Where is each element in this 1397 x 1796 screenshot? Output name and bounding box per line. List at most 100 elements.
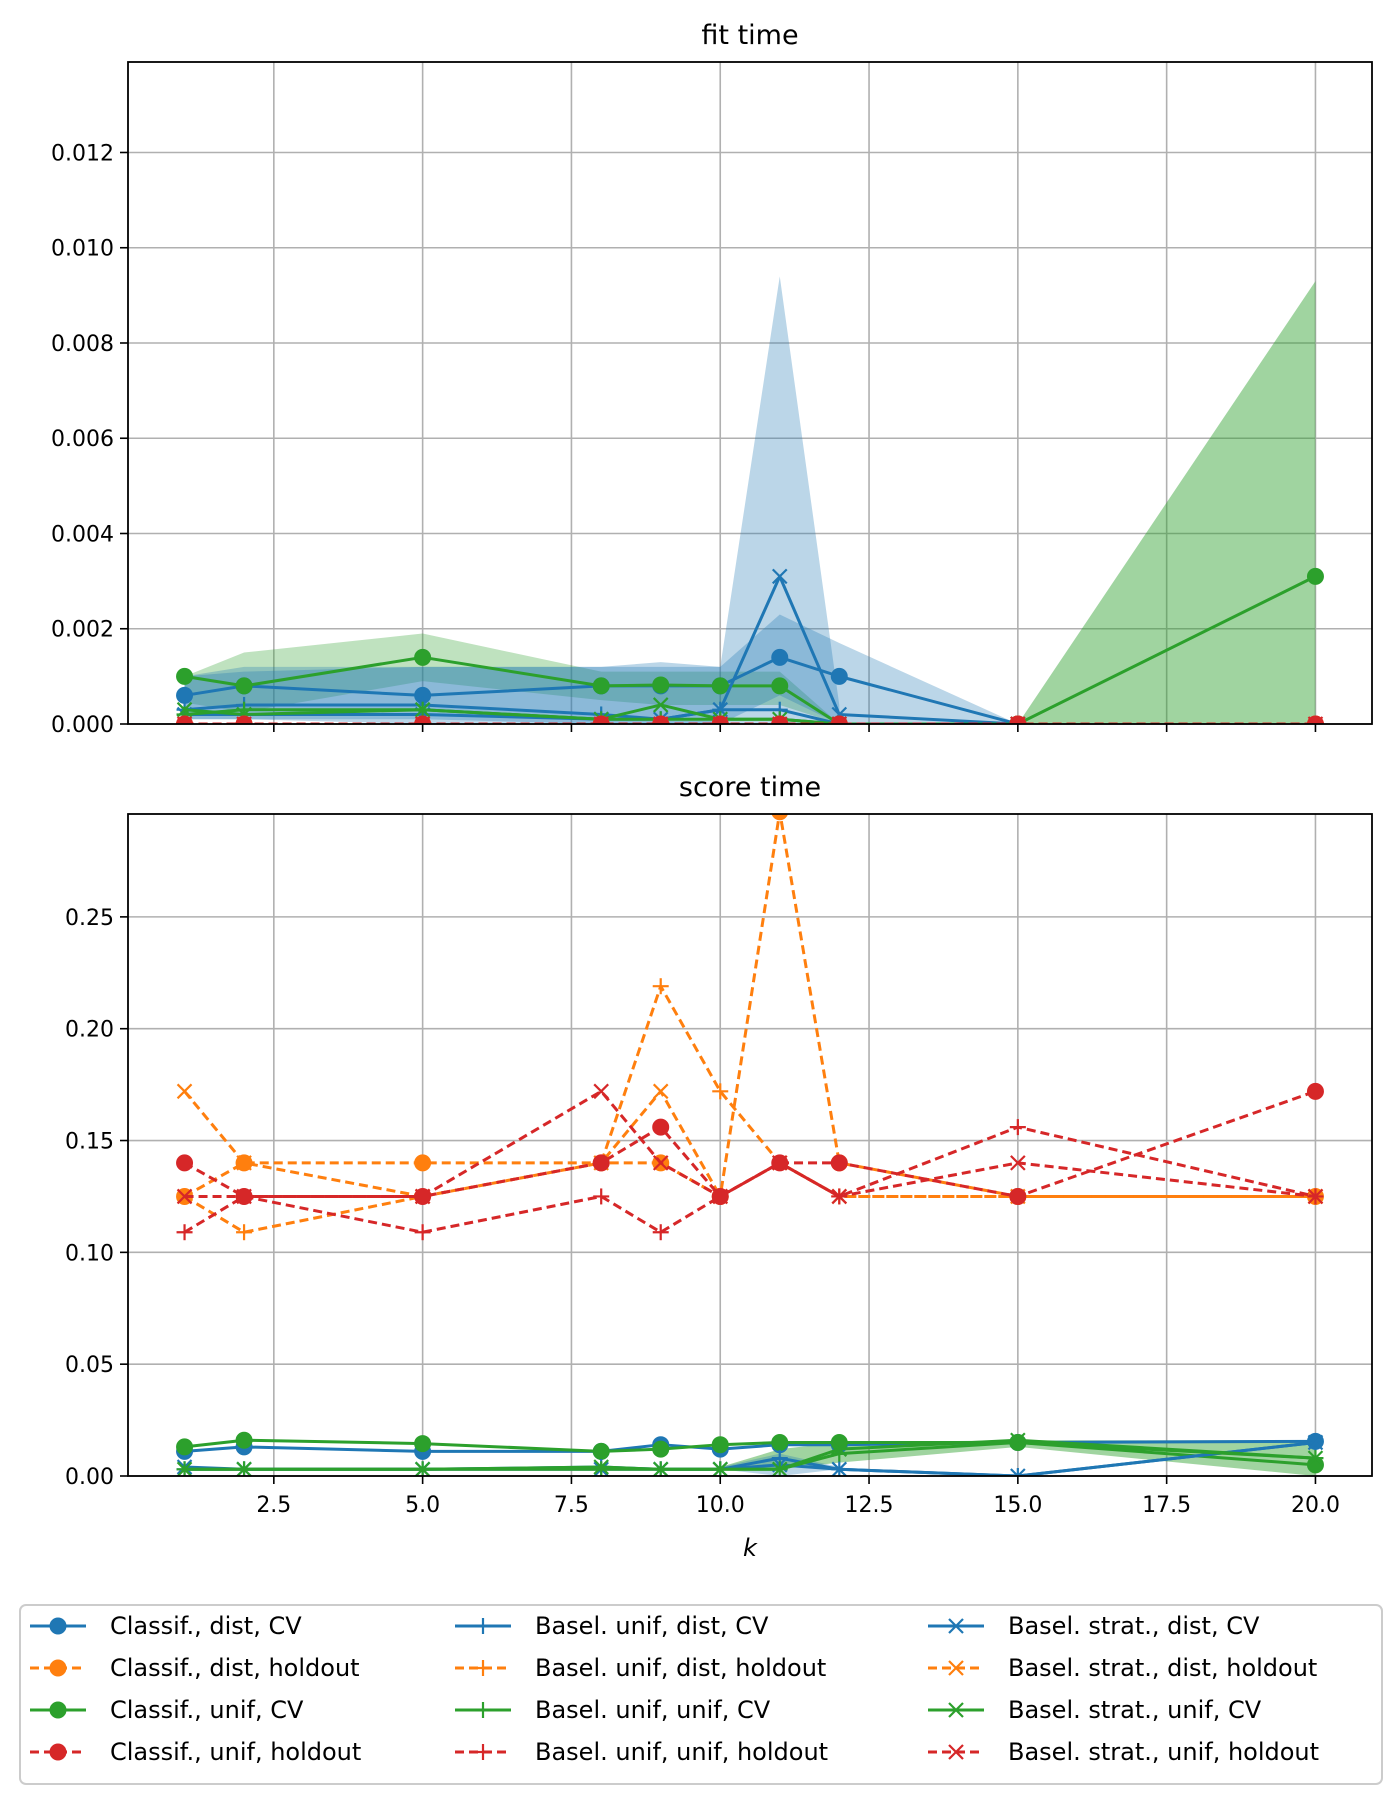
score-time-point-basel-unif-unif-holdout	[1009, 1119, 1026, 1136]
legend-label: Basel. strat., dist, CV	[1008, 1612, 1260, 1640]
legend-entry-basel-strat-dist-cv: Basel. strat., dist, CV	[928, 1612, 1260, 1640]
score-time-ytick-label: 0.25	[65, 906, 114, 931]
score-time-point-basel-strat-unif-cv	[1010, 1432, 1026, 1448]
score-time-line-basel-strat-unif-cv	[184, 1438, 1316, 1471]
score-time-xtick-label: 20.0	[1291, 1493, 1340, 1518]
fit-time-panel: fit time 0.0000.0020.0040.0060.0080.0100…	[51, 20, 1373, 738]
fit-time-point-classif-unif-cv	[711, 677, 729, 695]
legend-marker-circle	[49, 1659, 67, 1677]
score-time-point-basel-strat-dist-cv	[1010, 1468, 1026, 1476]
fit-time-axes-frame	[127, 61, 1373, 725]
fit-time-band-1	[184, 276, 840, 724]
score-time-ytick-label: 0.20	[65, 1018, 114, 1043]
score-time-point-basel-unif-unif-holdout	[414, 1224, 431, 1241]
score-time-point-basel-unif-unif-cv	[1009, 1434, 1026, 1451]
fit-time-point-classif-dist-cv	[771, 648, 789, 666]
score-time-point-classif-unif-holdout	[235, 1187, 253, 1205]
fit-time-point-basel-strat-unif-holdout	[593, 716, 609, 724]
score-time-xtick-label: 7.5	[554, 1493, 589, 1518]
score-time-point-classif-dist-holdout	[771, 814, 788, 821]
fit-time-point-classif-unif-cv	[1306, 567, 1324, 585]
fit-time-point-basel-strat-unif-holdout	[652, 716, 669, 724]
legend-label: Classif., unif, CV	[110, 1696, 304, 1724]
score-time-grid	[128, 814, 1372, 1477]
score-time-line-basel-unif-unif-holdout	[183, 1125, 1316, 1234]
score-time-point-classif-unif-holdout	[711, 1187, 729, 1205]
fit-time-point-basel-strat-unif-holdout	[1010, 716, 1026, 724]
score-time-title: score time	[679, 772, 821, 803]
fit-time-point-classif-unif-holdout	[652, 715, 670, 724]
fit-time-point-classif-unif-cv	[771, 677, 789, 695]
score-time-point-basel-unif-dist-holdout	[712, 1083, 729, 1100]
legend-entry-classif-unif-cv: Classif., unif, CV	[30, 1696, 304, 1724]
score-time-point-classif-unif-holdout	[1306, 1082, 1324, 1100]
legend-entry-basel-strat-unif-cv: Basel. strat., unif, CV	[928, 1696, 1262, 1724]
score-time-ticks: 2.5 5.0 7.5 10.0 12.5 15.0 17.5 20.0 0.00 0.05 0.1…	[65, 906, 1340, 1518]
legend-entry-basel-unif-dist-holdout: Basel. unif, dist, holdout	[455, 1654, 826, 1682]
score-time-point-classif-dist-holdout	[235, 1154, 253, 1172]
score-time-point-basel-strat-dist-cv	[831, 1461, 848, 1476]
fit-time-series	[176, 567, 1324, 724]
fit-time-point-basel-strat-unif-cv	[176, 701, 193, 718]
fit-time-point-basel-strat-unif-holdout	[236, 716, 252, 724]
fit-time-point-classif-unif-cv	[235, 677, 253, 695]
score-time-xtick-label: 2.5	[256, 1493, 291, 1518]
score-time-point-classif-unif-holdout	[652, 1118, 670, 1136]
score-time-point-basel-strat-unif-cv	[771, 1461, 788, 1476]
legend-frame	[19, 1604, 1383, 1785]
legend-label: Basel. unif, unif, CV	[535, 1696, 771, 1724]
fit-time-point-basel-strat-unif-holdout	[1307, 716, 1324, 724]
legend-marker-cross	[948, 1702, 964, 1718]
legend-label: Basel. strat., unif, holdout	[1008, 1738, 1319, 1766]
score-time-point-classif-unif-holdout	[176, 1154, 194, 1172]
legend-label: Basel. unif, unif, holdout	[535, 1738, 828, 1766]
fit-time-ytick-label: 0.000	[51, 713, 114, 738]
legend-marker-cross	[948, 1744, 964, 1760]
fit-time-ytick-label: 0.004	[51, 522, 114, 547]
score-time-point-classif-unif-cv	[235, 1431, 253, 1449]
fit-time-point-classif-unif-cv	[592, 677, 610, 695]
score-time-panel: score time k 2.5 5.0 7.5 10.0 12.5 15.0 17.5 20…	[65, 772, 1373, 1562]
score-time-axes-frame	[127, 813, 1373, 1477]
score-time-point-basel-strat-unif-holdout	[652, 1155, 669, 1171]
legend-entry-basel-strat-unif-holdout: Basel. strat., unif, holdout	[928, 1738, 1319, 1766]
legend-label: Classif., unif, holdout	[110, 1738, 361, 1766]
legend-marker-circle	[49, 1701, 67, 1719]
score-time-series	[176, 814, 1324, 1476]
legend-entry-basel-unif-dist-cv: Basel. unif, dist, CV	[455, 1612, 769, 1640]
fit-time-point-basel-strat-unif-holdout	[414, 716, 431, 724]
fit-time-ytick-label: 0.010	[51, 237, 114, 262]
score-time-point-basel-unif-dist-cv	[1009, 1468, 1026, 1476]
score-time-point-basel-strat-unif-cv	[831, 1441, 848, 1457]
fit-time-point-classif-unif-cv	[176, 667, 194, 685]
score-time-series-basel-strat-unif-cv	[176, 1432, 1324, 1476]
score-time-point-basel-strat-dist-holdout	[176, 1083, 193, 1100]
legend-marker-plus	[475, 1702, 491, 1718]
score-time-point-classif-unif-cv	[711, 1436, 729, 1454]
score-time-point-basel-strat-dist-cv	[1307, 1434, 1324, 1451]
legend-entry-classif-unif-holdout: Classif., unif, holdout	[30, 1738, 361, 1766]
score-time-point-basel-strat-unif-cv	[414, 1461, 431, 1476]
fit-time-point-classif-unif-cv	[414, 648, 432, 666]
score-time-point-classif-unif-holdout	[771, 1154, 789, 1172]
score-time-ytick-label: 0.00	[65, 1465, 114, 1490]
score-time-point-basel-strat-unif-cv	[236, 1461, 252, 1476]
fit-time-point-classif-unif-holdout	[414, 715, 432, 724]
score-time-point-classif-unif-holdout	[592, 1154, 610, 1172]
score-time-point-basel-unif-unif-holdout	[176, 1224, 193, 1241]
score-time-point-basel-strat-unif-holdout	[831, 1188, 848, 1205]
score-time-point-classif-unif-cv	[652, 1440, 670, 1458]
score-time-xtick-label: 15.0	[993, 1493, 1042, 1518]
score-time-point-basel-strat-unif-cv	[176, 1461, 193, 1476]
fit-time-ytick-label: 0.002	[51, 618, 114, 643]
fit-time-point-classif-unif-holdout	[1306, 715, 1324, 724]
legend: Classif., dist, CV Classif., dist, holdou…	[19, 1604, 1383, 1785]
fit-time-series-classif-unif-holdout	[176, 715, 1324, 724]
legend-marker-plus	[475, 1660, 491, 1676]
score-time-point-basel-strat-unif-holdout	[593, 1083, 609, 1100]
legend-label: Classif., dist, holdout	[110, 1654, 360, 1682]
score-time-point-classif-unif-holdout	[414, 1187, 432, 1205]
score-time-point-basel-strat-unif-cv	[712, 1461, 729, 1476]
legend-entry-basel-strat-dist-holdout: Basel. strat., dist, holdout	[928, 1654, 1317, 1682]
